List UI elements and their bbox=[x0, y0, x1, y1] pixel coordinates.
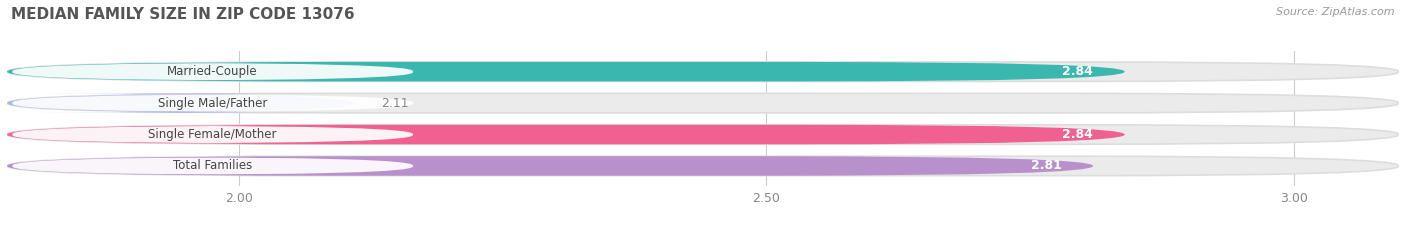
Text: Married-Couple: Married-Couple bbox=[167, 65, 257, 78]
Text: 2.81: 2.81 bbox=[1031, 159, 1062, 172]
FancyBboxPatch shape bbox=[7, 125, 1125, 144]
Text: 2.84: 2.84 bbox=[1063, 128, 1094, 141]
Text: Single Male/Father: Single Male/Father bbox=[157, 97, 267, 110]
Text: 2.84: 2.84 bbox=[1063, 65, 1094, 78]
FancyBboxPatch shape bbox=[7, 93, 354, 113]
Text: MEDIAN FAMILY SIZE IN ZIP CODE 13076: MEDIAN FAMILY SIZE IN ZIP CODE 13076 bbox=[11, 7, 354, 22]
FancyBboxPatch shape bbox=[13, 94, 413, 112]
Text: Source: ZipAtlas.com: Source: ZipAtlas.com bbox=[1277, 7, 1395, 17]
FancyBboxPatch shape bbox=[7, 62, 1399, 81]
Text: 2.11: 2.11 bbox=[381, 97, 409, 110]
FancyBboxPatch shape bbox=[7, 125, 1399, 144]
Text: Total Families: Total Families bbox=[173, 159, 252, 172]
FancyBboxPatch shape bbox=[13, 126, 413, 143]
FancyBboxPatch shape bbox=[7, 156, 1094, 176]
FancyBboxPatch shape bbox=[7, 93, 1399, 113]
Text: Single Female/Mother: Single Female/Mother bbox=[149, 128, 277, 141]
FancyBboxPatch shape bbox=[7, 62, 1125, 81]
FancyBboxPatch shape bbox=[13, 63, 413, 80]
FancyBboxPatch shape bbox=[7, 156, 1399, 176]
FancyBboxPatch shape bbox=[13, 157, 413, 175]
